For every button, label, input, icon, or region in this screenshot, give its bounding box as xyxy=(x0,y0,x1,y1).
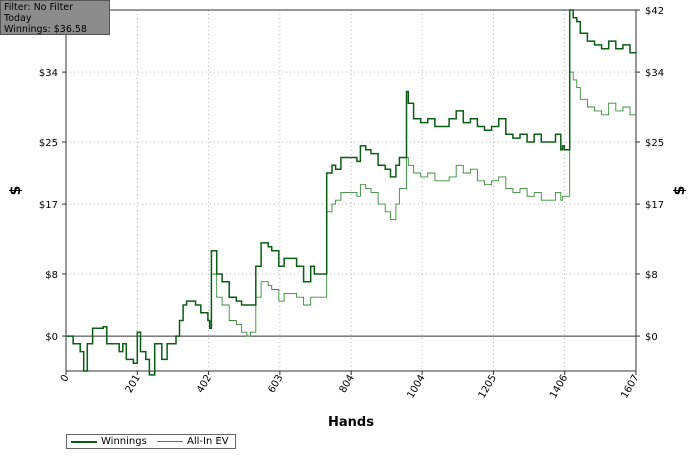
grid-lines xyxy=(65,9,637,371)
series-line-all-in-ev xyxy=(66,71,636,376)
x-tick-label: 0 xyxy=(59,373,72,384)
y-tick-label-left: $8 xyxy=(45,270,58,281)
x-tick-label: 804 xyxy=(338,373,357,395)
y-tick-label-right: $8 xyxy=(645,270,658,281)
y-tick-label-left: $34 xyxy=(39,68,58,79)
x-tick-label: 1205 xyxy=(477,373,499,401)
series-line-winnings xyxy=(66,9,637,376)
legend-label-winnings: Winnings xyxy=(101,436,147,447)
x-axis-label: Hands xyxy=(328,415,374,430)
x-tick-label: 201 xyxy=(124,373,143,395)
x-tick-label: 1607 xyxy=(619,373,641,401)
chart-legend: Winnings All-In EV xyxy=(66,434,236,449)
legend-swatch-all-in-ev xyxy=(157,441,183,442)
y-tick-label-right: $42 xyxy=(645,6,664,17)
series-lines xyxy=(66,9,637,376)
y-tick-label-right: $34 xyxy=(645,68,664,79)
y-tick-label-right: $0 xyxy=(645,332,658,343)
x-tick-label: 1406 xyxy=(548,373,570,401)
y-tick-label-left: $25 xyxy=(39,138,58,149)
y-tick-label-right: $17 xyxy=(645,200,664,211)
legend-label-all-in-ev: All-In EV xyxy=(187,436,229,447)
y-tick-label-right: $25 xyxy=(645,138,664,149)
y-tick-label-left: $0 xyxy=(45,332,58,343)
x-tick-label: 603 xyxy=(266,373,285,395)
y-tick-label-left: $17 xyxy=(39,200,58,211)
x-tick-label: 402 xyxy=(195,373,214,395)
filter-info-box: Filter: No Filter Today Winnings: $36.58 xyxy=(0,0,110,35)
y-axis-label-left: $ xyxy=(8,186,24,196)
legend-swatch-winnings xyxy=(71,441,97,443)
winnings-total-text: Winnings: $36.58 xyxy=(4,24,87,35)
x-tick-label: 1004 xyxy=(405,373,427,401)
y-axis-label-right: $ xyxy=(672,186,688,196)
filter-text: Filter: No Filter xyxy=(4,2,74,13)
period-text: Today xyxy=(4,13,32,24)
